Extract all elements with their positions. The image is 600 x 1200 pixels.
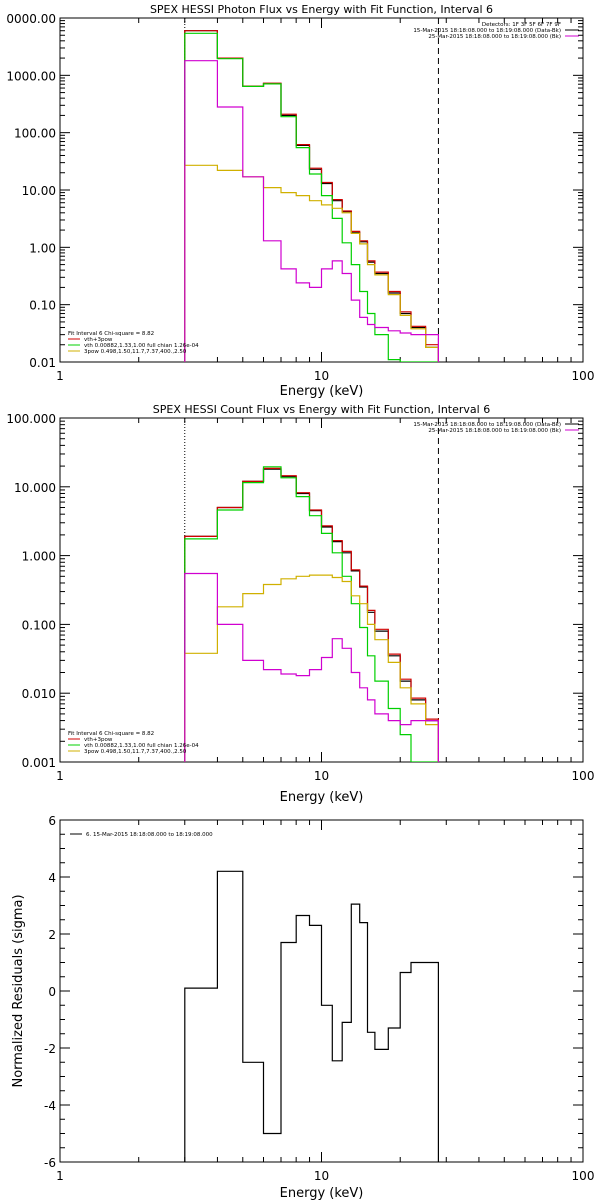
x-tick-label: 1 — [56, 369, 64, 383]
x-tick-label: 10 — [314, 369, 329, 383]
series-group — [184, 870, 439, 1162]
y-tick-label: 0000.00 — [6, 12, 56, 26]
legend-entry: vth+3pow — [84, 337, 113, 343]
x-tick-label: 100 — [572, 769, 595, 783]
x-tick-label: 1 — [56, 769, 64, 783]
series-line-3 — [184, 574, 439, 762]
x-axis-label: Energy (keV) — [280, 384, 364, 399]
chart-title: SPEX HESSI Count Flux vs Energy with Fit… — [153, 403, 490, 416]
y-axis-label: Normalized Residuals (sigma) — [11, 894, 26, 1087]
y-tick-label: 10.000 — [14, 481, 56, 495]
plot-frame — [59, 417, 584, 763]
legend-entry: vth+3pow — [84, 737, 113, 743]
y-tick-label: 100.00 — [14, 127, 56, 141]
y-tick-label: 1000.00 — [6, 69, 56, 83]
count-flux-chart: SPEX HESSI Count Flux vs Energy with Fit… — [6, 403, 594, 805]
legend-entry: 6. 15-Mar-2015 18:18:08.000 to 18:19:08.… — [86, 832, 213, 838]
y-tick-label: 0.10 — [29, 299, 56, 313]
series-group — [184, 30, 439, 362]
header-line: 15-Mar-2015 18:18:08.000 to 18:19:08.000… — [413, 28, 561, 34]
series-line-4 — [184, 572, 439, 762]
y-tick-label: 0 — [48, 985, 56, 999]
y-tick-label: -6 — [44, 1156, 56, 1170]
y-tick-label: 6 — [48, 814, 56, 828]
y-tick-label: 10.00 — [22, 184, 56, 198]
series-line-2 — [184, 466, 439, 762]
header-line: 15-Mar-2015 18:18:08.000 to 18:19:08.000… — [413, 422, 561, 428]
y-tick-label: -4 — [44, 1099, 56, 1113]
y-tick-label: 0.001 — [22, 756, 56, 770]
y-tick-label: 0.01 — [29, 356, 56, 370]
series-line-0 — [184, 870, 439, 1162]
header-line: Detectors: 1F 3F 5F 6F 7F 9F — [482, 22, 561, 28]
x-axis-label: Energy (keV) — [280, 790, 364, 805]
y-tick-label: 1.00 — [29, 241, 56, 255]
legend-entry: vth 0.00882,1.33,1.00 full chian 1.26e-0… — [84, 343, 199, 349]
y-tick-label: 100.000 — [6, 412, 56, 426]
y-tick-label: 0.100 — [22, 618, 56, 632]
x-tick-label: 100 — [572, 369, 595, 383]
legend-entry: Fit Interval 6 Chi-square = 8.82 — [68, 731, 154, 737]
header-line: 25-Mar-2015 18:18:08.000 to 18:19:08.000… — [428, 428, 561, 434]
x-tick-label: 1 — [56, 1169, 64, 1183]
series-line-2 — [184, 32, 439, 362]
y-tick-label: -2 — [44, 1042, 56, 1056]
photon-flux-chart: SPEX HESSI Photon Flux vs Energy with Fi… — [6, 3, 594, 399]
header-line: 25-Mar-2015 18:18:08.000 to 18:19:08.000… — [428, 34, 561, 40]
legend-entry: 3pow 0.498,1.50,11.7,7.37,400.,2.50 — [84, 349, 187, 355]
y-tick-label: 1.000 — [22, 550, 56, 564]
legend-entry: Fit Interval 6 Chi-square = 8.82 — [68, 331, 154, 337]
x-axis-label: Energy (keV) — [280, 1186, 364, 1200]
legend-entry: 3pow 0.498,1.50,11.7,7.37,400.,2.50 — [84, 749, 187, 755]
y-tick-label: 0.010 — [22, 687, 56, 701]
series-group — [184, 466, 439, 762]
residuals-chart: 1 10 100 Energy (keV) -6 -4 -2 0 2 4 6 Normalized R… — [11, 814, 594, 1200]
x-tick-label: 10 — [314, 1169, 329, 1183]
y-tick-label: 2 — [48, 928, 56, 942]
series-line-4 — [184, 60, 439, 362]
x-tick-label: 100 — [572, 1169, 595, 1183]
legend-entry: vth 0.00882,1.33,1.00 full chian 1.26e-0… — [84, 743, 199, 749]
x-tick-label: 10 — [314, 769, 329, 783]
chart-title: SPEX HESSI Photon Flux vs Energy with Fi… — [150, 3, 493, 16]
y-tick-label: 4 — [48, 871, 56, 885]
